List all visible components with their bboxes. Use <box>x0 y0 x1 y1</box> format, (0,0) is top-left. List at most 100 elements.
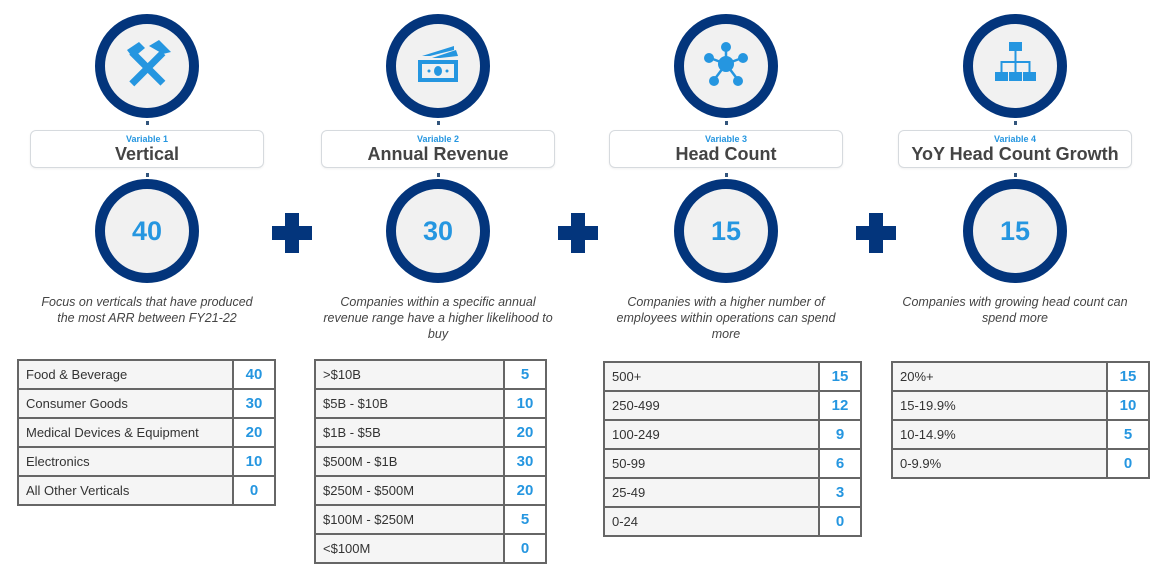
row-score: 3 <box>818 477 862 508</box>
score-table: 500+ 15 250-499 12 100-249 9 50-99 6 25-49 3 0-24 0 <box>603 361 862 537</box>
row-label: $5B - $10B <box>314 388 505 419</box>
connector-dot <box>1014 121 1017 125</box>
variable-label-card: Variable 4 YoY Head Count Growth <box>898 130 1132 168</box>
table-row: >$10B 5 <box>314 359 547 390</box>
row-score: 5 <box>1106 419 1150 450</box>
row-label: 0-24 <box>603 506 820 537</box>
people-network-icon <box>698 36 754 97</box>
row-label: 25-49 <box>603 477 820 508</box>
variable-description: Companies within a specific annual reven… <box>323 295 553 341</box>
weight-circle: 15 <box>674 179 778 283</box>
row-score: 10 <box>232 446 276 477</box>
score-table: Food & Beverage 40 Consumer Goods 30 Medical… <box>17 359 276 506</box>
row-score: 0 <box>1106 448 1150 479</box>
variable-title: Annual Revenue <box>367 144 509 164</box>
row-label: 10-14.9% <box>891 419 1108 450</box>
weight-value: 15 <box>710 215 742 246</box>
variable-label-card: Variable 2 Annual Revenue <box>321 130 555 168</box>
row-label: 500+ <box>603 361 820 392</box>
table-row: $5B - $10B 10 <box>314 388 547 419</box>
table-row: $100M - $250M 5 <box>314 504 547 535</box>
variable-kicker: Variable 2 <box>416 134 460 144</box>
row-label: 20%+ <box>891 361 1108 392</box>
weight-circle: 15 <box>963 179 1067 283</box>
variable-kicker: Variable 1 <box>125 134 169 144</box>
variable-kicker: Variable 4 <box>993 134 1037 144</box>
table-row: 50-99 6 <box>603 448 862 479</box>
table-row: 15-19.9% 10 <box>891 390 1150 421</box>
row-label: $250M - $500M <box>314 475 505 506</box>
row-score: 9 <box>818 419 862 450</box>
connector-dot <box>437 173 440 177</box>
row-score: 0 <box>503 533 547 564</box>
row-score: 20 <box>503 475 547 506</box>
weight-circle: 30 <box>386 179 490 283</box>
score-table: >$10B 5 $5B - $10B 10 $1B - $5B 20 $500M - $1B… <box>314 359 547 564</box>
row-score: 15 <box>818 361 862 392</box>
row-score: 30 <box>232 388 276 419</box>
row-label: $1B - $5B <box>314 417 505 448</box>
variable-description: Focus on verticals that have produced th… <box>41 295 253 325</box>
table-row: $250M - $500M 20 <box>314 475 547 506</box>
table-row: 20%+ 15 <box>891 361 1150 392</box>
plus-icon <box>558 213 598 253</box>
row-score: 5 <box>503 504 547 535</box>
row-label: 0-9.9% <box>891 448 1108 479</box>
weight-value: 30 <box>422 215 454 246</box>
variable-title: Vertical <box>114 144 180 164</box>
variable-description: Companies with growing head count can sp… <box>902 295 1128 325</box>
score-table: 20%+ 15 15-19.9% 10 10-14.9% 5 0-9.9% 0 <box>891 361 1150 479</box>
connector-dot <box>437 121 440 125</box>
table-row: 250-499 12 <box>603 390 862 421</box>
row-score: 6 <box>818 448 862 479</box>
row-score: 20 <box>232 417 276 448</box>
row-score: 20 <box>503 417 547 448</box>
row-label: 250-499 <box>603 390 820 421</box>
row-score: 30 <box>503 446 547 477</box>
row-score: 15 <box>1106 361 1150 392</box>
row-score: 0 <box>818 506 862 537</box>
connector-dot <box>725 121 728 125</box>
row-score: 40 <box>232 359 276 390</box>
plus-icon <box>272 213 312 253</box>
row-label: Consumer Goods <box>17 388 234 419</box>
row-label: >$10B <box>314 359 505 390</box>
icon-circle <box>386 14 490 118</box>
row-score: 0 <box>232 475 276 506</box>
table-row: <$100M 0 <box>314 533 547 564</box>
table-row: Food & Beverage 40 <box>17 359 276 390</box>
connector-dot <box>146 121 149 125</box>
row-score: 5 <box>503 359 547 390</box>
row-label: All Other Verticals <box>17 475 234 506</box>
table-row: $1B - $5B 20 <box>314 417 547 448</box>
row-label: $100M - $250M <box>314 504 505 535</box>
connector-dot <box>1014 173 1017 177</box>
row-label: <$100M <box>314 533 505 564</box>
variable-title: Head Count <box>675 144 777 164</box>
weight-circle: 40 <box>95 179 199 283</box>
connector-dot <box>725 173 728 177</box>
icon-circle <box>674 14 778 118</box>
row-label: Medical Devices & Equipment <box>17 417 234 448</box>
table-row: 500+ 15 <box>603 361 862 392</box>
table-row: $500M - $1B 30 <box>314 446 547 477</box>
row-label: Electronics <box>17 446 234 477</box>
variable-label-card: Variable 1 Vertical <box>30 130 264 168</box>
connector-dot <box>146 173 149 177</box>
org-chart-icon <box>987 36 1043 97</box>
row-score: 12 <box>818 390 862 421</box>
icon-circle <box>963 14 1067 118</box>
row-score: 10 <box>503 388 547 419</box>
table-row: Consumer Goods 30 <box>17 388 276 419</box>
table-row: 0-24 0 <box>603 506 862 537</box>
row-label: 50-99 <box>603 448 820 479</box>
row-label: 15-19.9% <box>891 390 1108 421</box>
table-row: 100-249 9 <box>603 419 862 450</box>
variable-title: YoY Head Count Growth <box>911 144 1119 164</box>
money-bills-icon <box>410 36 466 97</box>
variable-description: Companies with a higher number of employ… <box>616 295 836 341</box>
table-row: All Other Verticals 0 <box>17 475 276 506</box>
variable-kicker: Variable 3 <box>704 134 748 144</box>
row-label: 100-249 <box>603 419 820 450</box>
plus-icon <box>856 213 896 253</box>
